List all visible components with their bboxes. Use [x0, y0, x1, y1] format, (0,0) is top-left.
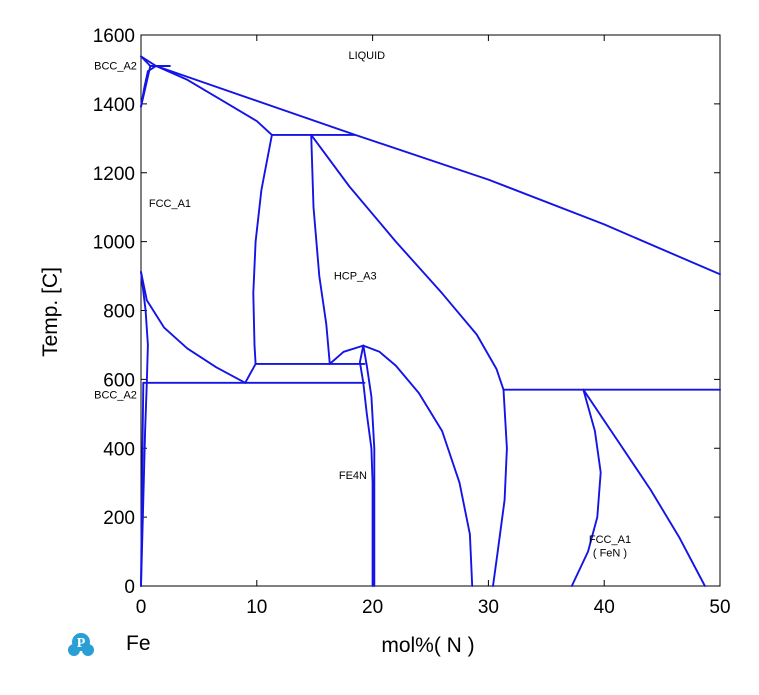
- phase-region-label: BCC_A2: [94, 389, 137, 401]
- plot-frame: [140, 34, 721, 587]
- phase-region-label: LIQUID: [348, 50, 385, 62]
- phase-boundary-line: [140, 55, 721, 276]
- phase-boundary-line: [328, 344, 474, 587]
- phase-region-label: HCP_A3: [334, 271, 377, 283]
- phase-boundary-line: [140, 55, 152, 67]
- x-tick-label: 30: [478, 597, 499, 618]
- phase-region-label: FE4N: [339, 470, 367, 482]
- y-tick-label: 1200: [93, 164, 135, 185]
- phase-boundary-line: [310, 133, 331, 365]
- y-tick-label: 1000: [93, 233, 135, 254]
- svg-text:P: P: [77, 636, 86, 651]
- phase-boundary-line: [140, 65, 158, 108]
- region-labels: LIQUID BCC_A2 FCC_A1 HCP_A3 BCC_A2 FE4N FCC_A1…: [94, 50, 631, 560]
- base-element-label: Fe: [126, 632, 151, 655]
- y-tick-label: 1600: [93, 26, 135, 47]
- y-tick-label: 200: [103, 508, 135, 529]
- x-tick-label: 50: [709, 597, 730, 618]
- phase-boundaries: [140, 55, 721, 587]
- x-axis-label: mol%( N ): [381, 634, 474, 657]
- x-tick-label: 20: [362, 597, 383, 618]
- phase-boundary-line: [155, 65, 273, 136]
- phase-boundary-line: [140, 381, 145, 587]
- y-tick-label: 0: [124, 577, 135, 598]
- software-logo-icon: P: [68, 633, 94, 656]
- phase-boundary-line: [252, 133, 273, 365]
- phase-region-label: FCC_A1: [589, 534, 631, 546]
- y-tick-label: 600: [103, 370, 135, 391]
- phase-boundary-line: [244, 362, 257, 384]
- y-tick-label: 800: [103, 302, 135, 323]
- phase-boundary-line: [362, 344, 376, 587]
- phase-region-label: BCC_A2: [94, 60, 137, 72]
- phase-boundary-line: [310, 133, 505, 391]
- phase-boundary-line: [140, 270, 149, 587]
- y-tick-label: 400: [103, 439, 135, 460]
- x-tick-label: 0: [136, 597, 147, 618]
- phase-boundary-line: [582, 388, 706, 587]
- y-tick-label: 1400: [93, 95, 135, 116]
- phase-region-label: FCC_A1: [149, 198, 191, 210]
- y-axis-label: Temp. [C]: [39, 267, 62, 357]
- phase-boundary-line: [140, 270, 247, 384]
- x-tick-label: 40: [594, 597, 615, 618]
- phase-boundary-line: [492, 388, 508, 587]
- phase-boundary-line: [570, 388, 602, 587]
- phase-boundary-line: [358, 344, 374, 587]
- axis-ticks: 0 10 20 30 40 50 0 200 400 600 800 1000 1200 1400 1600: [93, 26, 731, 618]
- x-tick-label: 10: [246, 597, 267, 618]
- phase-region-label: ( FeN ): [593, 548, 627, 560]
